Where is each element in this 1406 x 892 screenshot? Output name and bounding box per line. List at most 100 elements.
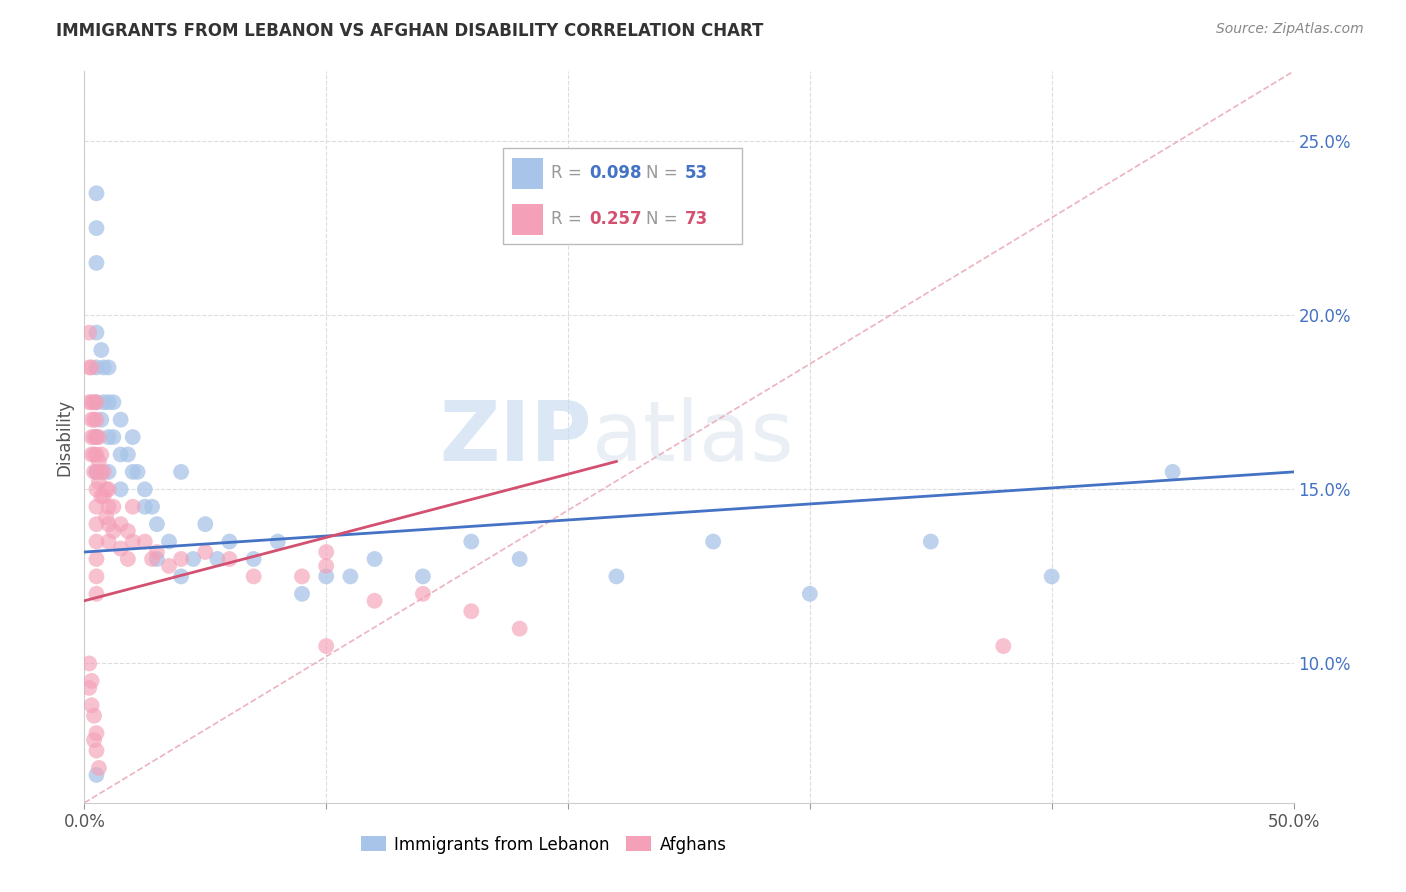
Point — [90, 343, 112, 357]
FancyBboxPatch shape — [503, 148, 742, 244]
Point — [339, 569, 361, 583]
Point — [90, 448, 112, 462]
Point — [412, 587, 434, 601]
Point — [86, 465, 108, 479]
Point — [291, 569, 314, 583]
Point — [110, 541, 132, 556]
Bar — [512, 158, 543, 188]
Point — [86, 186, 108, 201]
Point — [97, 517, 120, 532]
Point — [315, 639, 337, 653]
Point — [993, 639, 1015, 653]
Point — [103, 395, 125, 409]
Point — [94, 483, 117, 497]
Point — [315, 569, 337, 583]
Point — [605, 569, 627, 583]
Point — [86, 448, 108, 462]
Point — [97, 483, 120, 497]
Point — [242, 552, 264, 566]
Point — [363, 594, 385, 608]
Point — [83, 395, 105, 409]
Point — [86, 430, 108, 444]
Point — [218, 552, 240, 566]
Point — [86, 221, 108, 235]
Point — [134, 500, 156, 514]
Point — [77, 326, 100, 340]
Point — [110, 448, 132, 462]
Point — [103, 524, 125, 538]
Point — [207, 552, 229, 566]
Point — [702, 534, 724, 549]
Point — [181, 552, 204, 566]
Point — [86, 360, 108, 375]
Text: R =: R = — [551, 164, 586, 182]
Point — [86, 256, 108, 270]
Point — [80, 395, 103, 409]
Point — [1040, 569, 1063, 583]
Text: N =: N = — [647, 164, 683, 182]
Text: 53: 53 — [685, 164, 709, 182]
Text: IMMIGRANTS FROM LEBANON VS AFGHAN DISABILITY CORRELATION CHART: IMMIGRANTS FROM LEBANON VS AFGHAN DISABI… — [56, 22, 763, 40]
Point — [509, 552, 531, 566]
Point — [86, 395, 108, 409]
Point — [83, 465, 105, 479]
Point — [121, 500, 143, 514]
Point — [86, 430, 108, 444]
Point — [799, 587, 821, 601]
Point — [267, 534, 290, 549]
Point — [134, 534, 156, 549]
Point — [86, 326, 108, 340]
Point — [86, 395, 108, 409]
Point — [77, 681, 100, 695]
Point — [83, 412, 105, 426]
Point — [110, 517, 132, 532]
Point — [80, 412, 103, 426]
Point — [83, 733, 105, 747]
Point — [86, 483, 108, 497]
Point — [170, 465, 193, 479]
Point — [86, 587, 108, 601]
Point — [93, 360, 115, 375]
Point — [218, 534, 240, 549]
Point — [86, 465, 108, 479]
Text: N =: N = — [647, 211, 683, 228]
Point — [86, 500, 108, 514]
Point — [146, 552, 169, 566]
Point — [86, 569, 108, 583]
Point — [87, 475, 110, 490]
Point — [170, 552, 193, 566]
Point — [117, 552, 139, 566]
Point — [141, 500, 163, 514]
Point — [291, 587, 314, 601]
Point — [134, 483, 156, 497]
Point — [1161, 465, 1184, 479]
Point — [87, 430, 110, 444]
Point — [157, 558, 180, 573]
Point — [412, 569, 434, 583]
Point — [97, 500, 120, 514]
Point — [117, 524, 139, 538]
Text: 0.098: 0.098 — [589, 164, 641, 182]
Point — [93, 489, 115, 503]
Bar — [512, 204, 543, 235]
Text: R =: R = — [551, 211, 586, 228]
Point — [97, 534, 120, 549]
Text: 0.257: 0.257 — [589, 211, 641, 228]
Point — [146, 517, 169, 532]
Point — [103, 500, 125, 514]
Point — [86, 768, 108, 782]
Point — [97, 360, 120, 375]
Point — [90, 465, 112, 479]
Point — [460, 604, 482, 618]
Point — [97, 430, 120, 444]
Point — [77, 395, 100, 409]
Y-axis label: Disability: Disability — [55, 399, 73, 475]
Point — [110, 483, 132, 497]
Point — [509, 622, 531, 636]
Point — [90, 412, 112, 426]
Point — [97, 395, 120, 409]
Point — [920, 534, 942, 549]
Point — [460, 534, 482, 549]
Point — [157, 534, 180, 549]
Point — [170, 569, 193, 583]
